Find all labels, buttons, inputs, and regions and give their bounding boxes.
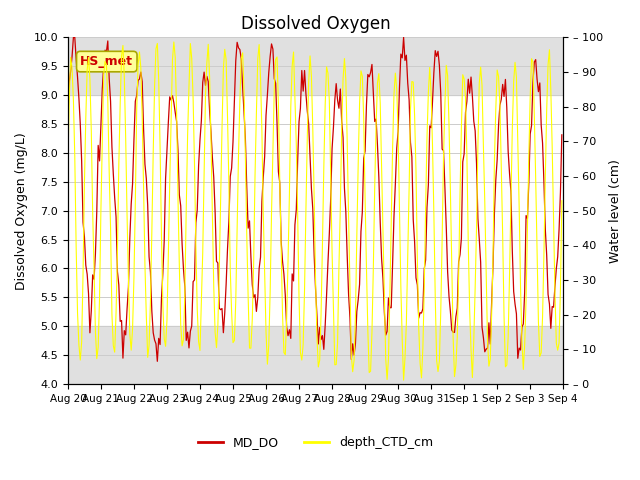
Text: HS_met: HS_met (80, 55, 133, 68)
Y-axis label: Water level (cm): Water level (cm) (609, 159, 621, 263)
Y-axis label: Dissolved Oxygen (mg/L): Dissolved Oxygen (mg/L) (15, 132, 28, 289)
Legend: MD_DO, depth_CTD_cm: MD_DO, depth_CTD_cm (193, 431, 438, 454)
Bar (68, 326, 563, 384)
Bar (68, 37, 563, 95)
Title: Dissolved Oxygen: Dissolved Oxygen (241, 15, 390, 33)
